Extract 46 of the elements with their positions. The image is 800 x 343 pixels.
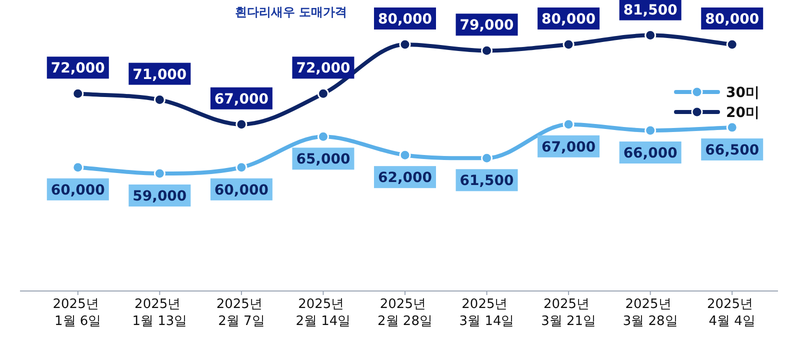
data-label: 80,000 [378, 12, 432, 28]
x-tick-label: 2025년 2월 14일 [296, 297, 351, 329]
point [726, 38, 738, 50]
data-label: 60,000 [50, 182, 106, 198]
data-label: 66,000 [623, 146, 678, 162]
data-label: 66,500 [705, 142, 760, 158]
data-label: 59,000 [132, 188, 187, 205]
point [154, 168, 166, 180]
point [562, 118, 574, 130]
data-label: 72,000 [296, 60, 350, 77]
point [317, 130, 329, 142]
point [399, 38, 411, 50]
data-label: 81,500 [623, 2, 678, 18]
data-label: 67,000 [214, 91, 269, 108]
x-tick-label: 2025년 3월 14일 [459, 297, 514, 329]
chart-title: 흰다리새우 도매가격 [234, 5, 348, 19]
point [644, 124, 656, 136]
point [726, 122, 738, 134]
point [399, 149, 411, 161]
data-label: 61,500 [460, 173, 514, 190]
point [72, 162, 84, 174]
x-tick-label: 2025년 1월 13일 [132, 297, 188, 329]
data-label: 71,000 [132, 66, 187, 83]
x-tick-label: 2025년 2월 28일 [378, 297, 432, 329]
x-tick-label: 2025년 3월 28일 [622, 297, 678, 329]
legend-label: 30미 [726, 85, 760, 101]
x-tick-label: 2025년 1월 6일 [52, 297, 102, 329]
x-tick-label: 2025년 2월 7일 [216, 297, 265, 329]
x-tick-label: 2025년 4월 4일 [706, 297, 756, 329]
x-tick-label: 2025년 3월 21일 [541, 297, 596, 329]
point [72, 88, 84, 100]
point [562, 38, 574, 50]
point [481, 44, 493, 56]
data-label: 60,000 [214, 182, 269, 198]
legend-label: 20미 [726, 105, 760, 121]
data-label: 80,000 [542, 12, 596, 28]
point [317, 88, 329, 100]
data-label: 72,000 [50, 60, 106, 77]
point [481, 152, 493, 164]
data-label: 67,000 [542, 139, 596, 156]
data-label: 62,000 [378, 170, 432, 186]
data-label: 65,000 [296, 152, 350, 168]
data-label: 79,000 [460, 18, 514, 34]
data-label: 80,000 [705, 12, 760, 28]
point [236, 162, 248, 174]
point [236, 118, 248, 130]
